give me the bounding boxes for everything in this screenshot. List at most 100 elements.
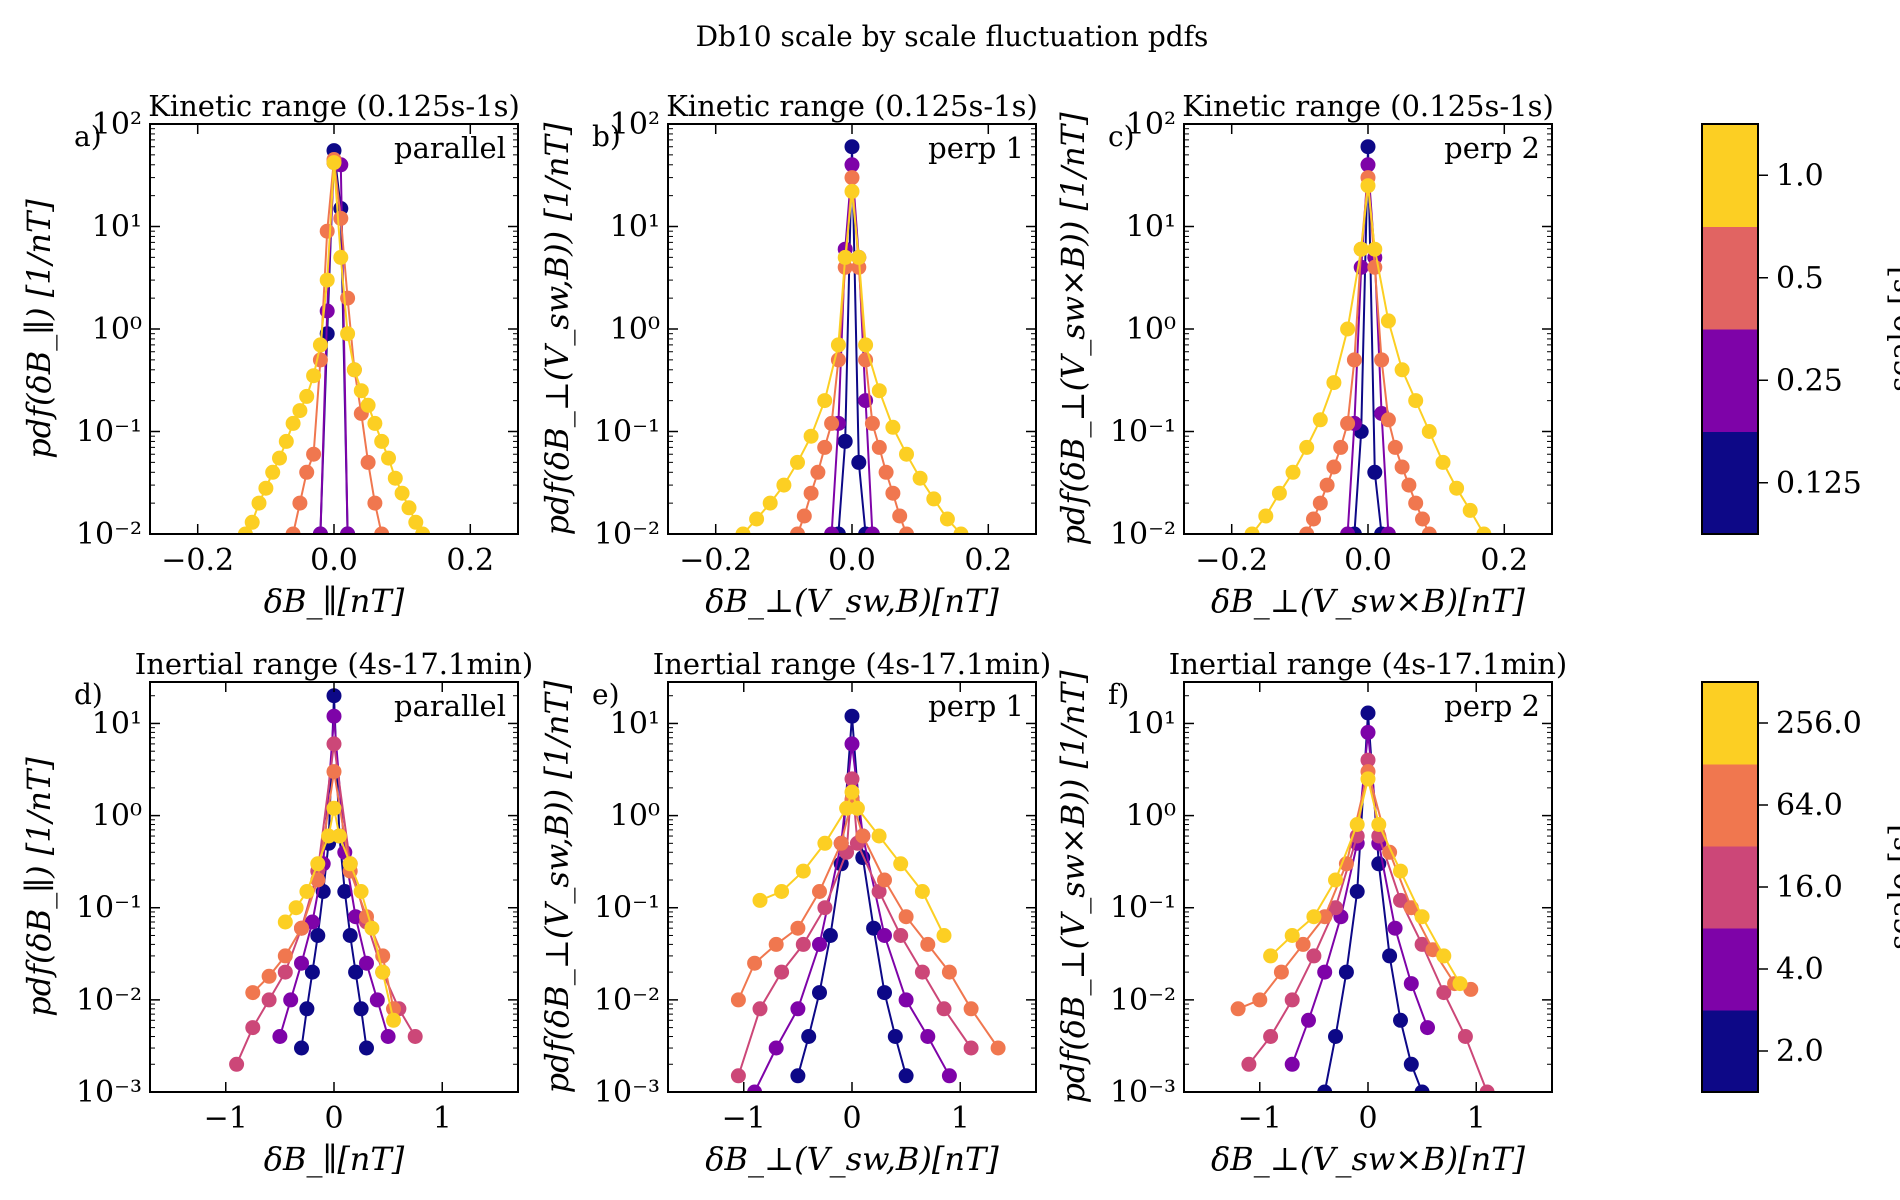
data-point-0.5 — [333, 210, 349, 226]
data-point-0.5 — [1394, 459, 1410, 475]
data-point-256.0 — [914, 884, 930, 899]
y-tick-label: 10⁻² — [1110, 983, 1176, 1018]
data-point-16.0 — [1306, 948, 1322, 964]
data-point-2.0 — [1349, 884, 1365, 899]
data-point-1.0 — [299, 388, 315, 404]
data-point-16.0 — [844, 771, 860, 787]
data-point-0.5 — [810, 464, 826, 480]
data-point-1.0 — [1380, 313, 1396, 329]
data-point-16.0 — [774, 964, 790, 980]
colorbars: 0.125 0.25 0.5 1.0 scale [s] 2.0 4.0 16.0 64.0 25… — [1701, 123, 1900, 1093]
panel-letter: d) — [74, 678, 103, 711]
y-tick-label: 10⁻² — [594, 517, 660, 552]
data-point-1.0 — [803, 428, 819, 444]
colorbar-tick-label: 4.0 — [1776, 952, 1824, 987]
data-point-1.0 — [272, 450, 287, 466]
y-tick-label: 10⁰ — [1126, 799, 1176, 834]
data-point-256.0 — [1371, 817, 1387, 832]
data-point-2.0 — [299, 1001, 315, 1017]
data-point-256.0 — [849, 800, 865, 816]
data-point-256.0 — [1393, 863, 1408, 879]
data-point-2.0 — [812, 985, 827, 1001]
data-point-0.5 — [871, 439, 887, 455]
data-point-1.0 — [776, 477, 792, 493]
data-point-4.0 — [1420, 1020, 1435, 1036]
data-point-256.0 — [375, 964, 391, 980]
data-point-2.0 — [877, 985, 892, 1001]
data-point-1.0 — [830, 337, 846, 353]
data-point-0.25 — [312, 526, 328, 534]
x-tick-label: 0 — [842, 1101, 861, 1136]
data-point-256.0 — [1284, 928, 1300, 943]
data-point-1.0 — [851, 249, 867, 265]
x-tick-label: −1 — [722, 1101, 766, 1136]
data-point-2.0 — [1403, 1056, 1419, 1072]
data-point-0.5 — [1346, 352, 1362, 368]
data-point-4.0 — [898, 992, 914, 1008]
data-point-256.0 — [1263, 948, 1279, 964]
x-tick-label: 1 — [1467, 1101, 1486, 1136]
data-point-2.0 — [790, 1068, 806, 1084]
colorbar-segment — [1702, 846, 1758, 929]
data-point-16.0 — [871, 884, 887, 899]
data-point-64.0 — [812, 884, 827, 899]
data-point-0.5 — [1306, 511, 1321, 527]
data-point-0.5 — [1340, 415, 1356, 431]
data-point-1.0 — [1421, 424, 1437, 439]
data-point-4.0 — [1403, 976, 1419, 992]
y-tick-label: 10⁻¹ — [594, 415, 660, 450]
data-point-0.25 — [1380, 526, 1396, 534]
data-point-4.0 — [920, 1029, 936, 1044]
panel-title: Kinetic range (0.125s-1s) — [666, 89, 1038, 123]
data-point-256.0 — [893, 856, 909, 872]
data-point-4.0 — [294, 955, 309, 971]
data-point-2.0 — [822, 928, 838, 943]
data-point-1.0 — [939, 511, 955, 527]
data-point-16.0 — [261, 992, 277, 1008]
data-point-1.0 — [1312, 412, 1328, 428]
x-tick-label: −0.2 — [1195, 543, 1268, 578]
data-point-1.0 — [1326, 375, 1342, 391]
suptitle: Db10 scale by scale fluctuation pdfs — [696, 20, 1209, 53]
data-point-64.0 — [1425, 942, 1441, 958]
colorbar-tick-label: 64.0 — [1776, 788, 1843, 823]
data-point-256.0 — [795, 863, 811, 879]
x-tick-label: −0.2 — [679, 543, 752, 578]
data-point-16.0 — [1263, 1029, 1279, 1044]
x-tick-label: −1 — [1238, 1101, 1282, 1136]
series-line-0.5 — [796, 177, 908, 534]
axes-frame — [1183, 681, 1553, 1093]
data-point-0.5 — [340, 290, 356, 306]
colorbar-segment — [1702, 124, 1758, 227]
data-point-64.0 — [790, 920, 806, 936]
data-point-1.0 — [1258, 508, 1274, 524]
colorbar-tick-label: 0.5 — [1776, 261, 1824, 296]
data-point-1.0 — [374, 433, 390, 449]
data-point-1.0 — [251, 495, 267, 511]
data-point-2.0 — [353, 1001, 369, 1017]
series-line-1.0 — [742, 191, 962, 534]
data-point-64.0 — [730, 992, 746, 1008]
x-axis-label: δB_∥[nT] — [264, 1140, 405, 1178]
data-point-1.0 — [387, 470, 403, 486]
colorbar-tick-label: 16.0 — [1776, 870, 1843, 905]
data-point-1.0 — [953, 526, 969, 534]
series-group — [730, 708, 1006, 1092]
y-tick-label: 10¹ — [1126, 210, 1176, 245]
data-point-1.0 — [278, 433, 294, 449]
data-point-1.0 — [1340, 321, 1356, 337]
data-point-256.0 — [839, 800, 855, 816]
data-point-16.0 — [245, 1020, 261, 1036]
y-tick-label: 10¹ — [610, 706, 660, 741]
data-point-0.5 — [1374, 352, 1390, 368]
data-point-0.5 — [1401, 477, 1417, 493]
data-point-256.0 — [364, 920, 380, 936]
panel-e: −1 0 1 10⁻³ 10⁻² 10⁻¹ 10⁰ 10¹ Inertial range (4s… — [538, 647, 1051, 1178]
y-tick-label: 10⁰ — [610, 799, 660, 834]
data-point-256.0 — [871, 828, 887, 844]
data-point-16.0 — [1284, 992, 1300, 1008]
panel-subtitle: parallel — [394, 689, 506, 723]
y-tick-label: 10⁻¹ — [76, 891, 142, 926]
data-point-2.0 — [898, 1068, 914, 1084]
panel-title: Kinetic range (0.125s-1s) — [148, 89, 520, 123]
